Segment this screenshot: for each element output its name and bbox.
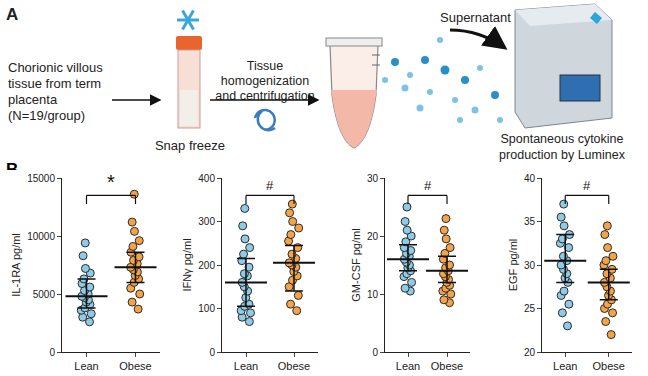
svg-text:15000: 15000 (27, 173, 55, 184)
svg-text:200: 200 (198, 260, 215, 271)
svg-text:Obese: Obese (278, 360, 310, 372)
svg-text:GM-CSF pg/ml: GM-CSF pg/ml (350, 228, 362, 301)
svg-text:20: 20 (524, 347, 536, 358)
svg-text:homogenization: homogenization (221, 74, 309, 88)
svg-text:30: 30 (367, 173, 379, 184)
svg-text:(N=19/group): (N=19/group) (8, 108, 85, 123)
svg-text:A: A (6, 5, 18, 24)
svg-text:5000: 5000 (33, 289, 56, 300)
svg-text:Tissue: Tissue (247, 59, 283, 73)
svg-text:0: 0 (372, 347, 378, 358)
svg-text:10: 10 (367, 289, 379, 300)
svg-text:40: 40 (524, 173, 536, 184)
svg-text:#: # (266, 178, 274, 193)
svg-text:30: 30 (524, 260, 536, 271)
svg-text:400: 400 (198, 173, 215, 184)
svg-text:Lean: Lean (234, 360, 258, 372)
svg-text:35: 35 (524, 216, 536, 227)
svg-text:EGF pg/ml: EGF pg/ml (507, 239, 519, 292)
svg-text:#: # (583, 178, 591, 193)
html-text:B: B (6, 160, 19, 179)
svg-text:10000: 10000 (27, 231, 55, 242)
svg-text:and centrifugation: and centrifugation (215, 89, 314, 103)
svg-text:300: 300 (198, 216, 215, 227)
svg-text:Supernatant: Supernatant (440, 10, 511, 25)
svg-text:Obese: Obese (431, 360, 463, 372)
svg-text:Lean: Lean (396, 360, 420, 372)
svg-text:25: 25 (524, 303, 536, 314)
svg-text:Obese: Obese (119, 360, 151, 372)
svg-text:IFNγ pg/ml: IFNγ pg/ml (181, 238, 193, 291)
svg-text:100: 100 (198, 303, 215, 314)
svg-text:20: 20 (367, 231, 379, 242)
svg-text:Snap freeze: Snap freeze (155, 138, 225, 153)
svg-text:*: * (107, 171, 115, 193)
svg-text:0: 0 (49, 347, 55, 358)
svg-text:production by Luminex: production by Luminex (499, 148, 626, 162)
svg-text:Chorionic villous: Chorionic villous (8, 60, 103, 75)
svg-text:placenta: placenta (8, 92, 58, 107)
svg-text:0: 0 (209, 347, 215, 358)
svg-text:tissue from term: tissue from term (8, 76, 101, 91)
svg-text:IL-1RA pg/ml: IL-1RA pg/ml (10, 233, 22, 297)
svg-text:Obese: Obese (593, 360, 625, 372)
svg-text:Spontaneous cytokine: Spontaneous cytokine (500, 132, 623, 146)
svg-text:Lean: Lean (74, 360, 98, 372)
svg-text:Lean: Lean (553, 360, 577, 372)
svg-text:#: # (424, 178, 432, 193)
